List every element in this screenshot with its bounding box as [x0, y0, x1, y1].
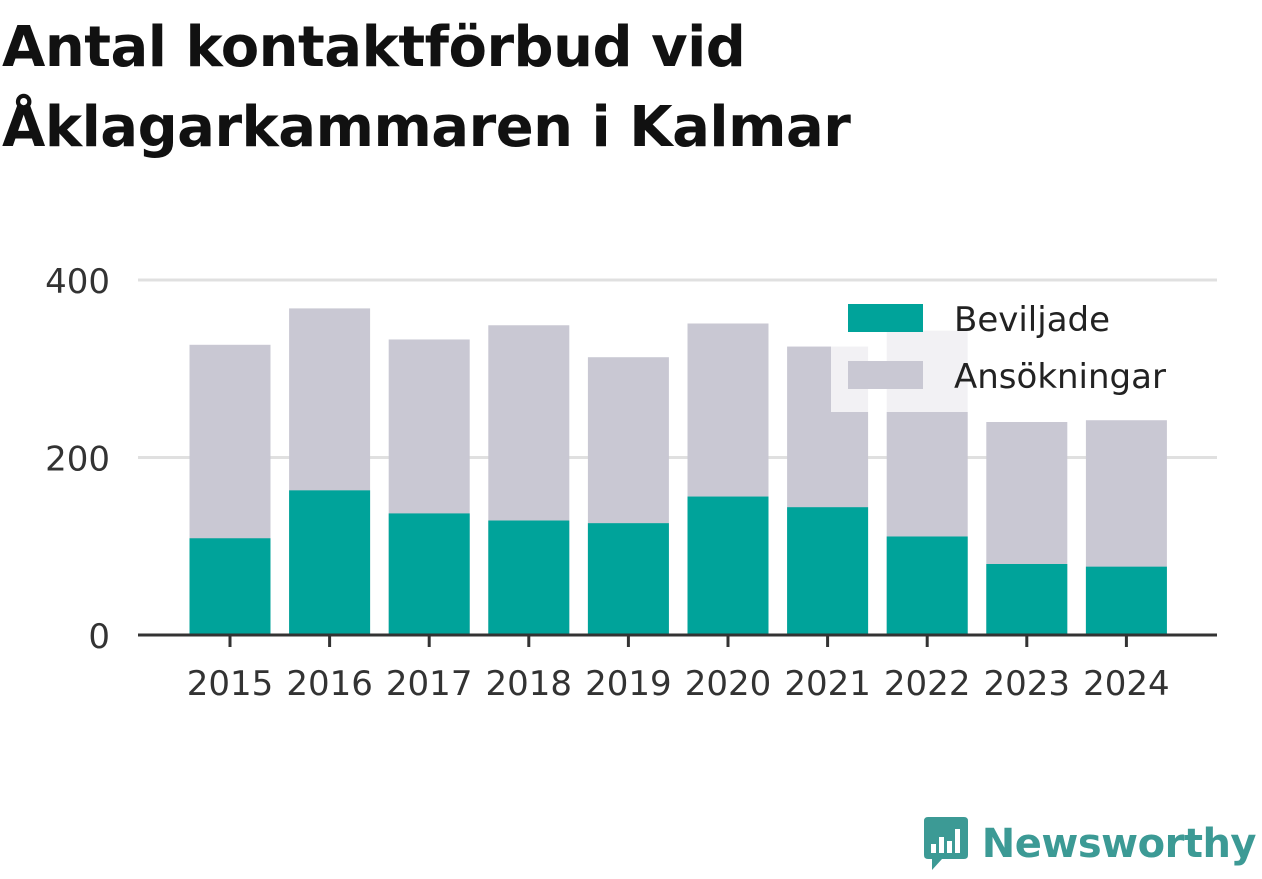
bar-beviljade-2016 [289, 490, 371, 635]
x-tick-label: 2019 [585, 664, 672, 704]
newsworthy-logo-icon [923, 817, 968, 870]
x-tick-label: 2016 [286, 664, 373, 704]
y-tick-label: 0 [88, 617, 110, 657]
x-tick-label: 2015 [187, 664, 274, 704]
x-tick-label: 2017 [386, 664, 473, 704]
x-tick-label: 2020 [685, 664, 772, 704]
legend-label: Ansökningar [954, 357, 1166, 397]
bars [189, 308, 1167, 635]
chart-title: Antal kontaktförbud vid Åklagarkammaren … [2, 8, 1002, 168]
bar-beviljade-2024 [1085, 566, 1167, 635]
legend-label: Beviljade [954, 300, 1110, 340]
x-tick-label: 2021 [784, 664, 871, 704]
bar-beviljade-2017 [388, 513, 470, 635]
chart-title-line-1: Antal kontaktförbud vid [2, 15, 746, 80]
x-tick-label: 2018 [486, 664, 573, 704]
legend-swatch [848, 304, 923, 332]
brand-name: Newsworthy [981, 821, 1257, 867]
x-tick-label: 2024 [1083, 664, 1170, 704]
y-axis-ticks: 0 200 400 [45, 262, 110, 657]
bar-beviljade-2021 [787, 507, 869, 635]
bar-beviljade-2015 [189, 538, 271, 635]
brand: Newsworthy [922, 817, 1257, 871]
x-tick-label: 2023 [984, 664, 1071, 704]
x-axis-ticks: 2015 2016 2017 2018 2019 2020 2021 2022 2023 2024 [187, 664, 1170, 704]
legend-swatch [848, 361, 923, 389]
legend: Beviljade Ansökningar [831, 291, 1191, 412]
x-axis [138, 633, 1217, 647]
y-tick-label: 400 [45, 262, 110, 302]
bar-beviljade-2023 [986, 564, 1068, 635]
bar-beviljade-2019 [587, 523, 669, 635]
bar-beviljade-2020 [687, 496, 769, 635]
bar-beviljade-2018 [488, 520, 570, 635]
bar-beviljade-2022 [886, 536, 968, 635]
chart-title-line-2: Åklagarkammaren i Kalmar [2, 95, 851, 160]
y-tick-label: 200 [45, 440, 110, 480]
x-tick-label: 2022 [884, 664, 971, 704]
